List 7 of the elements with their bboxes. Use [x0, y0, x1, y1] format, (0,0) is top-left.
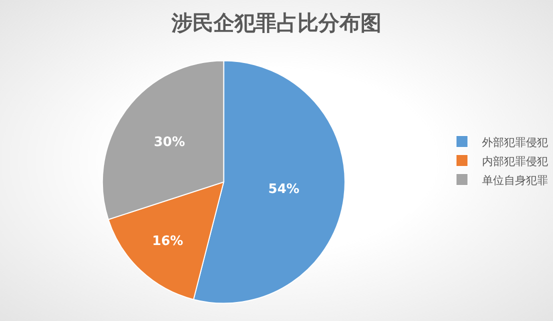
data-label: 16%: [152, 234, 184, 250]
chart-title: 涉民企犯罪占比分布图: [170, 10, 382, 35]
data-label: 54%: [268, 182, 300, 198]
data-label: 30%: [154, 135, 186, 150]
legend-label: 内部犯罪侵犯: [482, 154, 548, 168]
legend-label: 单位自身犯罪: [482, 174, 548, 187]
legend-label: 外部犯罪侵犯: [482, 136, 548, 149]
